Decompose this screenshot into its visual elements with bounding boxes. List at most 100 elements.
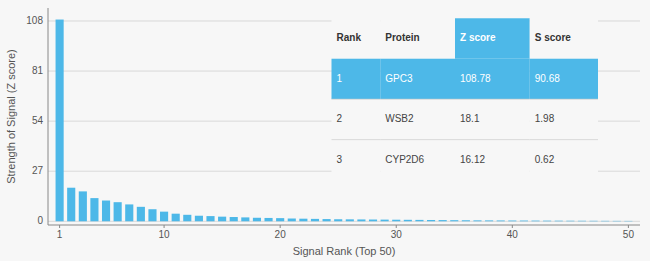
- table-text: 16.12: [460, 154, 485, 165]
- y-tick-label: 81: [32, 65, 44, 76]
- x-tick-label: 30: [391, 229, 403, 240]
- table-text: CYP2D6: [385, 154, 424, 165]
- x-axis-line: [48, 225, 640, 226]
- bar: [323, 219, 331, 221]
- y-tick-label: 27: [32, 165, 44, 176]
- bar: [508, 220, 516, 222]
- table-text: GPC3: [385, 73, 413, 84]
- bar: [160, 212, 168, 222]
- bar: [346, 219, 354, 221]
- bar: [497, 220, 505, 222]
- y-tick-label: 108: [26, 15, 43, 26]
- table-separator: [455, 99, 530, 100]
- bar: [102, 201, 110, 222]
- bar: [381, 220, 389, 222]
- table-separator: [455, 139, 530, 140]
- bar: [288, 219, 296, 222]
- bar: [578, 220, 586, 222]
- bar: [172, 214, 180, 222]
- bar: [555, 220, 563, 222]
- y-tick-label: 54: [32, 115, 44, 126]
- table-text: 18.1: [460, 113, 480, 124]
- bar: [183, 215, 191, 221]
- table-header: S score: [535, 32, 572, 43]
- bar: [218, 217, 226, 222]
- bar: [67, 188, 75, 222]
- bar: [369, 220, 377, 222]
- y-axis-line: [48, 8, 49, 225]
- x-tick-label: 50: [623, 229, 635, 240]
- table-cell: [380, 140, 455, 180]
- table-separator: [530, 139, 598, 140]
- table-separator: [380, 139, 455, 140]
- bar: [566, 220, 574, 222]
- table-cell: [380, 99, 455, 139]
- table-cell: [455, 99, 530, 139]
- bar: [543, 220, 551, 222]
- table-header: Rank: [337, 32, 362, 43]
- table-cell: [380, 59, 455, 99]
- table-text: 2: [337, 113, 343, 124]
- bar: [148, 209, 156, 221]
- bar: [56, 20, 64, 222]
- bar: [485, 220, 493, 222]
- bar: [241, 217, 249, 221]
- table-separator: [380, 99, 455, 100]
- table-cell: [455, 59, 530, 99]
- background: [0, 0, 650, 261]
- bar: [473, 220, 481, 222]
- table-cell: [530, 99, 598, 139]
- bar: [404, 220, 412, 221]
- bar: [276, 218, 284, 221]
- bar: [624, 220, 632, 221]
- table-separator: [332, 99, 381, 100]
- bar: [311, 219, 319, 221]
- bar: [520, 220, 528, 222]
- x-axis-label: Signal Rank (Top 50): [293, 245, 396, 257]
- table-cell: [530, 18, 598, 58]
- bar: [125, 204, 133, 221]
- bar: [531, 220, 539, 222]
- table-cell: [332, 18, 381, 58]
- x-tick-label: 40: [507, 229, 519, 240]
- table-cell: [380, 18, 455, 58]
- bar: [415, 220, 423, 221]
- bar: [230, 217, 238, 221]
- x-tick-label: 10: [159, 229, 171, 240]
- table-cell: [455, 18, 530, 58]
- y-axis-label: Strength of Signal (Z score): [5, 49, 17, 184]
- bar: [299, 219, 307, 222]
- bar: [195, 216, 203, 222]
- table-text: 108.78: [460, 73, 491, 84]
- table-cell: [332, 99, 381, 139]
- table-text: 1.98: [535, 113, 555, 124]
- table-text: 0.62: [535, 154, 555, 165]
- table-text: 1: [337, 73, 343, 84]
- table-header: Z score: [460, 32, 496, 43]
- bar: [601, 220, 609, 221]
- x-tick-label: 1: [57, 229, 63, 240]
- table-separator: [530, 99, 598, 100]
- chart: 0 27 54 81 108 1 10 20 30 40 50 Signal Rank (Top 50…: [0, 0, 650, 261]
- table-text: 90.68: [535, 73, 560, 84]
- bar: [114, 202, 122, 221]
- bar: [137, 207, 145, 221]
- bar: [427, 220, 435, 221]
- bar: [253, 218, 261, 222]
- table-cell: [332, 140, 381, 180]
- table-text: WSB2: [385, 113, 414, 124]
- bar: [264, 218, 272, 221]
- bar: [462, 220, 470, 221]
- bar: [357, 219, 365, 221]
- bar: [90, 198, 98, 221]
- bar: [439, 220, 447, 221]
- table-header: Protein: [385, 32, 419, 43]
- table-cell: [332, 59, 381, 99]
- y-tick-label: 0: [37, 215, 43, 226]
- table-cell: [530, 59, 598, 99]
- bar: [334, 219, 342, 221]
- x-tick-label: 20: [275, 229, 287, 240]
- table-separator: [332, 139, 381, 140]
- bar: [613, 220, 621, 221]
- table-cell: [530, 140, 598, 180]
